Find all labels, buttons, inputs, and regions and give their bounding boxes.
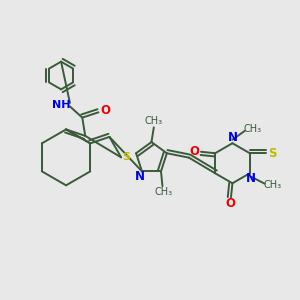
Text: O: O bbox=[190, 145, 200, 158]
Text: O: O bbox=[100, 104, 110, 117]
Text: CH₃: CH₃ bbox=[155, 187, 173, 197]
Text: N: N bbox=[246, 172, 256, 185]
Text: CH₃: CH₃ bbox=[145, 116, 163, 126]
Text: NH: NH bbox=[52, 100, 71, 110]
Text: CH₃: CH₃ bbox=[244, 124, 262, 134]
Text: N: N bbox=[135, 170, 145, 183]
Text: N: N bbox=[227, 131, 237, 144]
Text: S: S bbox=[122, 152, 130, 162]
Text: S: S bbox=[268, 147, 277, 160]
Text: CH₃: CH₃ bbox=[264, 180, 282, 190]
Text: O: O bbox=[225, 197, 236, 210]
